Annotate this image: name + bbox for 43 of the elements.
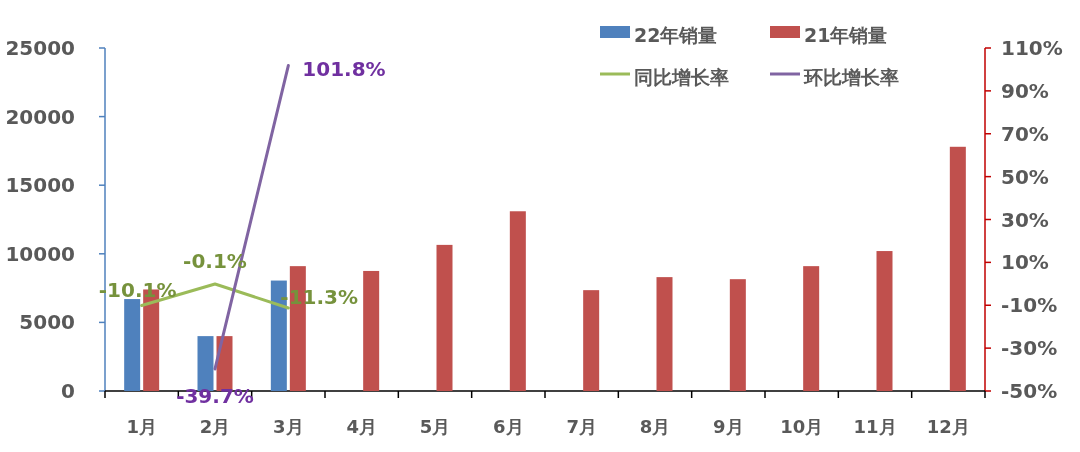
x-tick-label: 4月 (346, 416, 377, 437)
y2-tick-label: -30% (1001, 336, 1058, 361)
bar (124, 299, 141, 391)
x-tick-label: 10月 (780, 416, 824, 437)
legend-label: 21年销量 (804, 24, 888, 46)
bar (436, 244, 453, 391)
y-tick-label: 10000 (5, 241, 75, 266)
bar (949, 146, 966, 391)
bar (876, 251, 893, 391)
x-tick-label: 11月 (853, 416, 897, 437)
bar (803, 266, 820, 391)
y-tick-label: 20000 (5, 104, 75, 129)
x-tick-label: 2月 (199, 416, 231, 437)
y2-tick-label: 110% (1001, 36, 1063, 60)
y2-tick-label: 50% (1001, 164, 1049, 189)
x-tick-label: 8月 (639, 416, 671, 437)
legend-label: 环比增长率 (803, 66, 899, 88)
x-tick-label: 12月 (926, 416, 970, 437)
y-tick-label: 5000 (19, 310, 75, 335)
x-tick-label: 5月 (419, 416, 451, 437)
x-tick-label: 6月 (493, 416, 524, 437)
x-tick-label: 3月 (273, 416, 304, 437)
x-tick-label: 1月 (126, 416, 157, 437)
y-tick-label: 0 (61, 379, 75, 403)
y2-tick-label: 90% (1001, 78, 1049, 103)
bar (583, 290, 600, 391)
y2-tick-label: 30% (1001, 207, 1049, 232)
x-tick-label: 7月 (566, 416, 597, 437)
data-label: 101.8% (302, 56, 386, 81)
y-tick-label: 25000 (5, 36, 75, 60)
bar (656, 277, 673, 391)
y-tick-label: 15000 (5, 173, 75, 198)
y2-tick-label: -10% (1001, 293, 1058, 318)
legend-label: 同比增长率 (634, 66, 729, 88)
legend-label: 22年销量 (634, 24, 718, 46)
bar (363, 270, 380, 391)
bar (729, 279, 746, 391)
bar (509, 211, 526, 391)
y2-tick-label: 10% (1001, 250, 1049, 275)
x-tick-label: 9月 (713, 416, 744, 437)
bar (197, 336, 214, 391)
y2-tick-label: -50% (1001, 379, 1058, 403)
y2-tick-label: 70% (1001, 121, 1049, 146)
